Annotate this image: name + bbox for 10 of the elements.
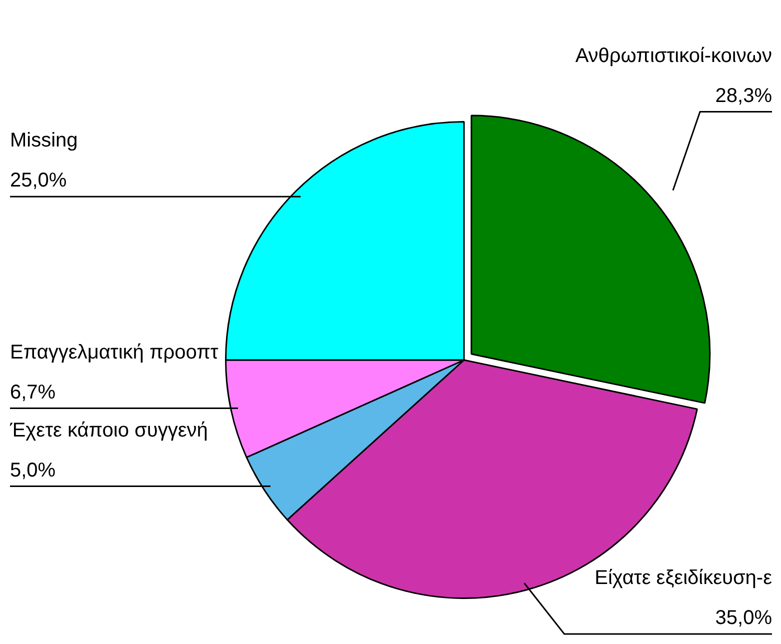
data-label: 28,3% <box>715 84 772 107</box>
slice-label: Είχατε εξειδίκευση-ε <box>594 567 772 589</box>
slice-label: Ανθρωπιστικοί-κοινων <box>575 44 772 67</box>
data-label: 6,7% <box>10 381 56 404</box>
slice-label: Επαγγελματική προοπτ <box>10 341 218 364</box>
data-label: 35,0% <box>715 607 772 629</box>
data-label: 25,0% <box>10 170 67 192</box>
slice-label: Έχετε κάποιο συγγενή <box>9 419 208 442</box>
slice-label: Missing <box>10 130 78 152</box>
data-label: 5,0% <box>10 459 56 482</box>
